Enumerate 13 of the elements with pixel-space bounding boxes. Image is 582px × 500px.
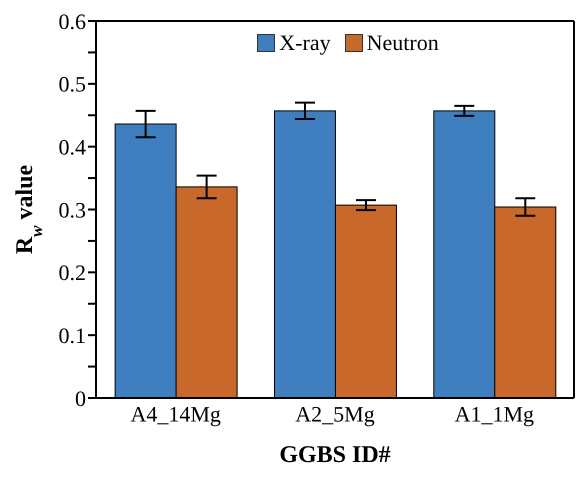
x-axis-title: GGBS ID# [279, 442, 391, 468]
y-tick-label: 0 [75, 386, 86, 411]
y-tick-label: 0.5 [58, 72, 86, 97]
y-tick-label: 0.2 [58, 260, 86, 286]
y-tick-label: 0.3 [58, 197, 86, 222]
x-tick-label: A2_5Mg [295, 402, 375, 427]
legend-label: X-ray [279, 30, 331, 56]
y-tick-label: 0.4 [58, 134, 86, 160]
y-tick-label: 0.6 [58, 8, 86, 34]
y-tick-label: 0.1 [58, 322, 86, 348]
legend-label: Neutron [366, 30, 439, 56]
x-tick-label: A1_1Mg [454, 402, 534, 427]
x-tick-label: A4_14Mg [130, 402, 221, 427]
